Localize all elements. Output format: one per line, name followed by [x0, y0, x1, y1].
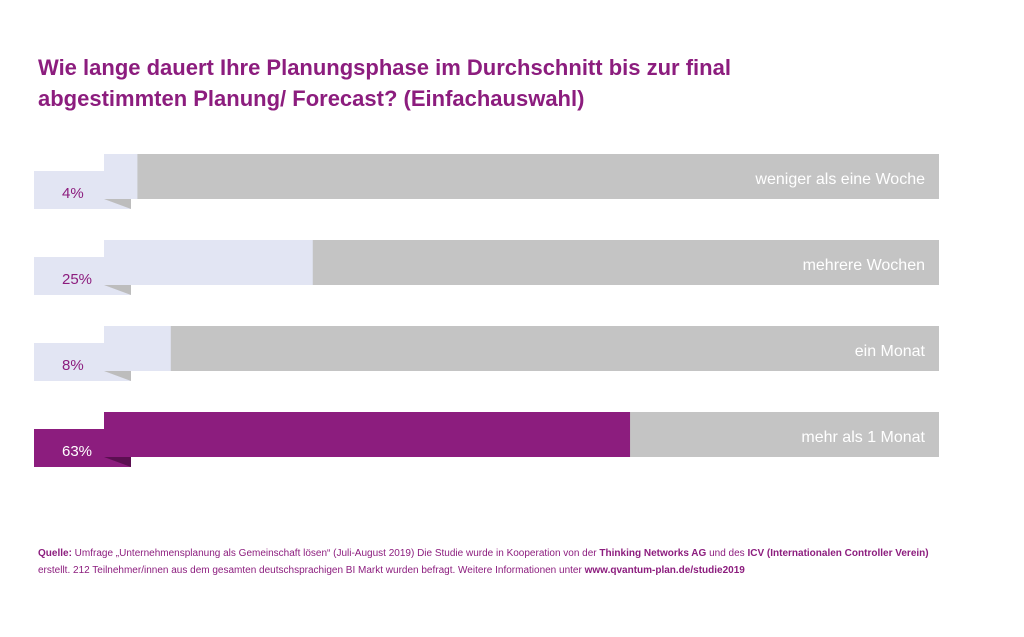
- ribbon-fold-4: [104, 457, 131, 467]
- source-line-2: erstellt. 212 Teilnehmer/innen aus dem g…: [38, 562, 998, 579]
- category-label-1: weniger als eine Woche: [754, 171, 925, 188]
- source-text-1: Umfrage „Unternehmensplanung als Gemeins…: [71, 548, 600, 559]
- ribbon-fold-2: [104, 285, 131, 295]
- category-label-3: ein Monat: [855, 343, 926, 360]
- category-label-2: mehrere Wochen: [803, 257, 925, 274]
- chart-title-line-1: Wie lange dauert Ihre Planungsphase im D…: [38, 55, 731, 80]
- value-label-2: 25%: [62, 271, 92, 288]
- source-line-1: Quelle: Umfrage „Unternehmensplanung als…: [38, 545, 998, 562]
- ribbon-fold-1: [104, 199, 131, 209]
- source-url: www.qvantum-plan.de/studie2019: [584, 565, 745, 576]
- value-label-1: 4%: [62, 185, 84, 202]
- bar-track-3: [104, 326, 939, 371]
- source-label: Quelle:: [38, 548, 72, 559]
- chart-title-line-2: abgestimmten Planung/ Forecast? (Einfach…: [38, 86, 585, 111]
- source-text-2: und des: [706, 548, 748, 559]
- ribbon-fold-3: [104, 371, 131, 381]
- source-note: Quelle: Umfrage „Unternehmensplanung als…: [38, 545, 998, 579]
- bar-value-4: [104, 412, 631, 457]
- bar-value-2: [104, 240, 313, 285]
- value-label-4: 63%: [62, 443, 92, 460]
- value-label-3: 8%: [62, 357, 84, 374]
- chart-title: Wie lange dauert Ihre Planungsphase im D…: [38, 52, 938, 114]
- source-org-1: Thinking Networks AG: [599, 548, 707, 559]
- source-org-2: ICV (Internationalen Controller Verein): [747, 548, 929, 559]
- source-text-3: erstellt. 212 Teilnehmer/innen aus dem g…: [38, 565, 585, 576]
- category-label-4: mehr als 1 Monat: [801, 429, 925, 446]
- bar-track-1: [104, 154, 939, 199]
